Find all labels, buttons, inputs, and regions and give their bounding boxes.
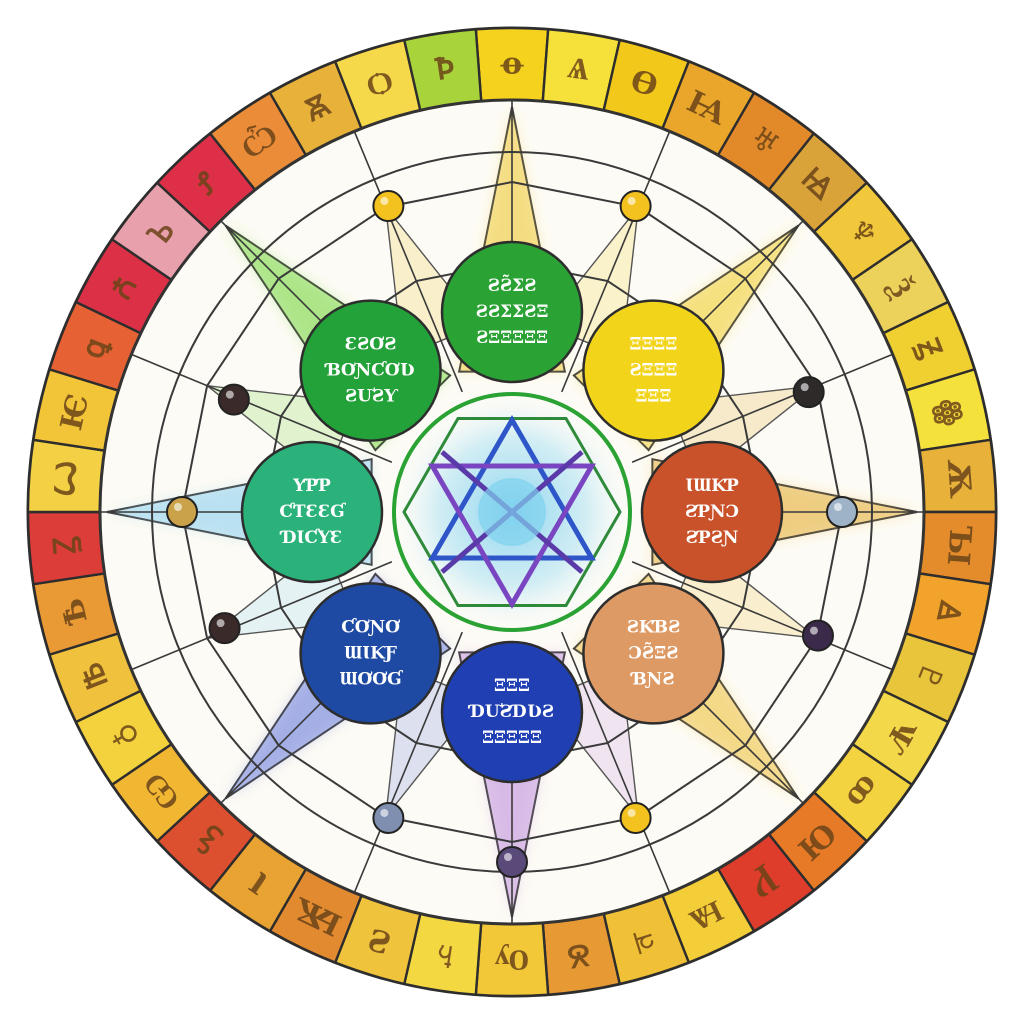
circle-green-left: ƐƧƠƧ ƁƠƝƇƠƲ ƧƯƧƳ [299, 299, 442, 442]
bead [792, 376, 825, 409]
sector-text: ƇƬƐƐƓ [279, 502, 346, 522]
sector-text: ƧƘƁƧ [627, 617, 681, 637]
sector-text: ƳƤƤ [292, 476, 331, 496]
ring-glyph: Ѫ [940, 458, 978, 501]
bead-highlight [380, 808, 389, 817]
circle-royal-blue: ΞΞΞ ƊƯƧƊƲƧ ΞΞΞΞΞ [440, 640, 584, 784]
center-hexagon [402, 416, 622, 608]
bead [496, 846, 528, 878]
sector-text: ƜƖƘƑ [344, 643, 397, 663]
sector-text: ƧƯƧƳ [345, 387, 398, 407]
bead-highlight [225, 390, 234, 399]
sector-disk [299, 299, 442, 442]
center-emblem [387, 387, 637, 637]
circle-orange-red: ƖƜƘƤ ƧƤƝƆ ƧƤƧƝ [640, 440, 784, 584]
spoke [353, 131, 463, 393]
bead-highlight [627, 197, 636, 206]
spoke [631, 353, 893, 463]
ring-glyph: Ѥ [54, 391, 96, 434]
bead-highlight [380, 197, 389, 206]
bead [619, 801, 652, 834]
circle-peach: ƧƘƁƧ ƆƧ̃ΞƧ ƁƝƧ [582, 582, 725, 725]
spoke [353, 631, 463, 893]
center-core [478, 478, 546, 546]
sector-text: ƆƧ̃ΞƧ [628, 641, 678, 663]
sector-text: ƐƧƠƧ [345, 335, 397, 355]
ring-glyph: Ѹ [494, 943, 529, 978]
sector-text: ƁƠƝƇƠƲ [323, 361, 414, 381]
ring-glyph: Ꙁ [47, 536, 83, 556]
sector-circles: ƧƧ̃ΣƧ ƧƧΣΣƧΞ ƧΞΞΞΞΞ ΞΞΞΞ ƧΞΞΞ ΞΞΞ ƖƜƘƤ ƧƤƝƆ ƧƤƧƝ… [240, 240, 784, 784]
spoke [631, 561, 893, 671]
sector-text: ƁƝƧ [629, 669, 674, 689]
circle-teal: ƳƤƤ ƇƬƐƐƓ ƊƖƇƳƐ [240, 440, 384, 584]
bead-highlight [800, 383, 809, 392]
bead-highlight [174, 503, 182, 511]
sector-disk [582, 299, 725, 442]
sector-text: ƊƯƧƊƲƧ [467, 702, 554, 722]
bead [166, 496, 198, 528]
bead [372, 190, 405, 223]
sector-text: ΞΞΞΞ [629, 335, 677, 355]
bead [208, 612, 241, 645]
spoke [561, 131, 671, 393]
sector-text: ƜƠƠƓ [340, 669, 404, 689]
sector-disk [440, 240, 584, 384]
sector-disk [640, 440, 784, 584]
hexagram-triangle [427, 414, 597, 561]
ring-glyph: Ꙑ [940, 524, 978, 567]
spoke [131, 353, 393, 463]
bead-highlight [809, 626, 818, 635]
ring-glyph: Ꙍ [46, 460, 84, 498]
bead [801, 619, 834, 652]
bead-highlight [504, 853, 512, 861]
sector-text: ƧƤƝƆ [685, 502, 739, 522]
sector-text: ΞΞΞ [635, 387, 671, 407]
beads [166, 190, 858, 878]
bead-highlight [216, 619, 225, 628]
sector-text: ΞΞΞ [494, 676, 530, 696]
sector-text: ƧΞΞΞ [629, 361, 677, 381]
spoke [561, 631, 671, 893]
bead-highlight [627, 808, 636, 817]
sector-text: ƧΞΞΞΞΞ [476, 328, 548, 348]
ring-glyph: Ꙋ [565, 936, 593, 974]
sector-text: ƧƧΣΣƧΞ [476, 302, 549, 322]
hexagram-triangle [427, 463, 597, 610]
outer-ring: ꝋ Ѧ ѲꙖ♅Ꙝ♆ѮꙂꙮѪꙐꙘ♇ѰꝏꙔꝨѨ♃ꙊѸ♄ꙄѬꙆꝢѠ♁ꙒѢꙀꙌѤꝗꙈꙎꝬѼꙚ… [26, 26, 998, 998]
sector-disk [299, 582, 442, 725]
ring-glyph: ♄ [429, 936, 461, 975]
sector-disk [582, 582, 725, 725]
sector-text: ƊƖƇƳƐ [279, 528, 343, 548]
spoke [131, 561, 393, 671]
bead [826, 496, 858, 528]
bead [217, 383, 250, 416]
sector-disk [240, 440, 384, 584]
center-ring [392, 392, 632, 632]
bead-highlight [834, 503, 842, 511]
sector-text: ƖƜƘƤ [685, 476, 739, 496]
sector-disk [440, 640, 584, 784]
circle-yellow: ΞΞΞΞ ƧΞΞΞ ΞΞΞ [582, 299, 725, 442]
bead [372, 801, 405, 834]
sector-text: ƧƧ̃ΣƧ [488, 274, 537, 296]
circle-navy: ƇƠƝƠ ƜƖƘƑ ƜƠƠƓ [299, 582, 442, 725]
ring-glyph: ꝋ [499, 47, 524, 82]
sector-text: ƧƤƧƝ [686, 528, 739, 548]
sector-text: ƇƠƝƠ [341, 617, 400, 637]
sector-text: ΞΞΞΞΞ [482, 728, 542, 748]
circle-green-top: ƧƧ̃ΣƧ ƧƧΣΣƧΞ ƧΞΞΞΞΞ [440, 240, 584, 384]
bead [619, 190, 652, 223]
